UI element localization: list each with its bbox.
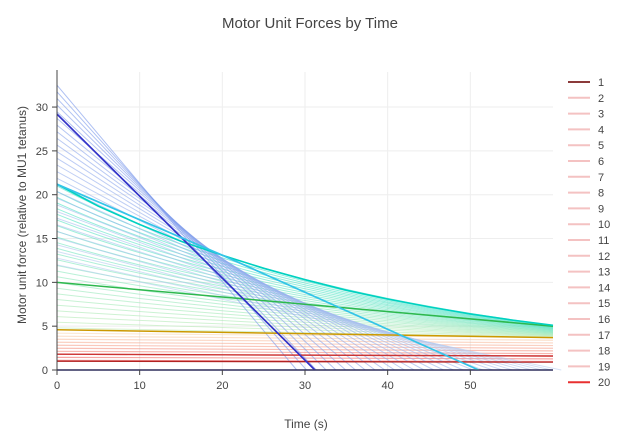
- legend-item[interactable]: 8: [568, 188, 604, 200]
- legend-item[interactable]: 10: [568, 219, 610, 231]
- legend-item[interactable]: 9: [568, 203, 604, 215]
- legend-item[interactable]: 4: [568, 124, 604, 136]
- legend-label: 8: [598, 188, 604, 200]
- background-trace: [56, 335, 554, 341]
- background-trace: [56, 310, 554, 336]
- background-trace: [56, 247, 554, 331]
- legend-item[interactable]: 3: [568, 109, 604, 121]
- y-tick-label: 5: [42, 321, 48, 333]
- series-line: [56, 183, 554, 327]
- background-trace: [56, 350, 554, 355]
- axes-layer: 0 10 20 30 40 50 0 5 10 15 20 25 30: [36, 70, 553, 392]
- legend-label: 9: [598, 203, 604, 215]
- legend-label: 17: [598, 330, 610, 342]
- x-tick-label: 0: [54, 380, 60, 392]
- legend-item[interactable]: 2: [568, 93, 604, 105]
- legend-label: 4: [598, 124, 604, 136]
- legend-label: 3: [598, 109, 604, 121]
- legend-label: 15: [598, 298, 610, 310]
- series-line: [56, 353, 554, 357]
- background-trace: [56, 118, 347, 371]
- legend-label: 5: [598, 140, 604, 152]
- legend-item[interactable]: 11: [568, 235, 609, 247]
- legend-label: 10: [598, 219, 610, 231]
- legend-item[interactable]: 6: [568, 156, 604, 168]
- x-tick-label: 30: [299, 380, 311, 392]
- legend-label: 14: [598, 282, 610, 294]
- background-trace: [56, 98, 317, 371]
- chart-title: Motor Unit Forces by Time: [222, 15, 398, 32]
- background-trace: [56, 299, 554, 335]
- x-tick-label: 20: [216, 380, 228, 392]
- background-trace: [56, 196, 554, 327]
- x-tick-label: 10: [134, 380, 146, 392]
- background-trace: [56, 316, 554, 337]
- legend-label: 19: [598, 361, 610, 373]
- y-axis-label: Motor unit force (relative to MU1 tetanu…: [15, 106, 29, 324]
- series-line: [56, 281, 554, 327]
- x-tick-label: 50: [464, 380, 476, 392]
- background-trace: [56, 104, 327, 371]
- legend-label: 11: [598, 235, 609, 247]
- legend-item[interactable]: 1: [568, 77, 604, 89]
- legend-label: 16: [598, 314, 610, 326]
- x-tick-label: 40: [382, 380, 394, 392]
- background-trace: [56, 111, 337, 371]
- background-trace: [56, 341, 554, 347]
- legend-label: 12: [598, 251, 610, 263]
- legend-item[interactable]: 19: [568, 361, 610, 373]
- legend-item[interactable]: 13: [568, 267, 610, 279]
- background-trace: [56, 91, 307, 371]
- background-trace: [56, 84, 298, 371]
- legend-label: 6: [598, 156, 604, 168]
- y-tick-label: 15: [36, 234, 48, 246]
- legend-label: 2: [598, 93, 604, 105]
- background-trace: [56, 344, 554, 349]
- legend-item[interactable]: 5: [568, 140, 604, 152]
- fill-layer: [56, 84, 562, 371]
- background-trace: [56, 219, 554, 329]
- legend-item[interactable]: 7: [568, 172, 604, 184]
- legend-item[interactable]: 12: [568, 251, 610, 263]
- legend-label: 7: [598, 172, 604, 184]
- legend-label: 18: [598, 346, 610, 358]
- background-trace: [56, 236, 554, 330]
- legend-item[interactable]: 15: [568, 298, 610, 310]
- background-trace: [56, 321, 554, 337]
- background-trace: [56, 304, 554, 336]
- legend-label: 13: [598, 267, 610, 279]
- y-tick-label: 30: [36, 102, 48, 114]
- series-line: [56, 113, 316, 371]
- background-trace: [56, 208, 554, 328]
- series-line: [56, 183, 479, 371]
- legend-label: 1: [598, 77, 604, 89]
- y-tick-label: 10: [36, 277, 48, 289]
- series-line: [56, 360, 554, 363]
- legend-item[interactable]: 14: [568, 282, 610, 294]
- background-trace: [56, 282, 554, 334]
- x-axis-label: Time (s): [284, 417, 328, 431]
- background-trace: [56, 327, 554, 338]
- background-trace: [56, 293, 554, 335]
- series-line: [56, 328, 554, 339]
- background-trace: [56, 202, 554, 328]
- legend-item[interactable]: 18: [568, 346, 610, 358]
- background-trace: [56, 213, 554, 329]
- background-trace: [56, 242, 554, 331]
- legend-label: 20: [598, 377, 610, 389]
- y-tick-label: 20: [36, 190, 48, 202]
- legend-item[interactable]: 16: [568, 314, 610, 326]
- legend-item[interactable]: 20: [568, 377, 610, 389]
- y-tick-label: 25: [36, 146, 48, 158]
- y-tick-label: 0: [42, 365, 48, 377]
- legend-item[interactable]: 17: [568, 330, 610, 342]
